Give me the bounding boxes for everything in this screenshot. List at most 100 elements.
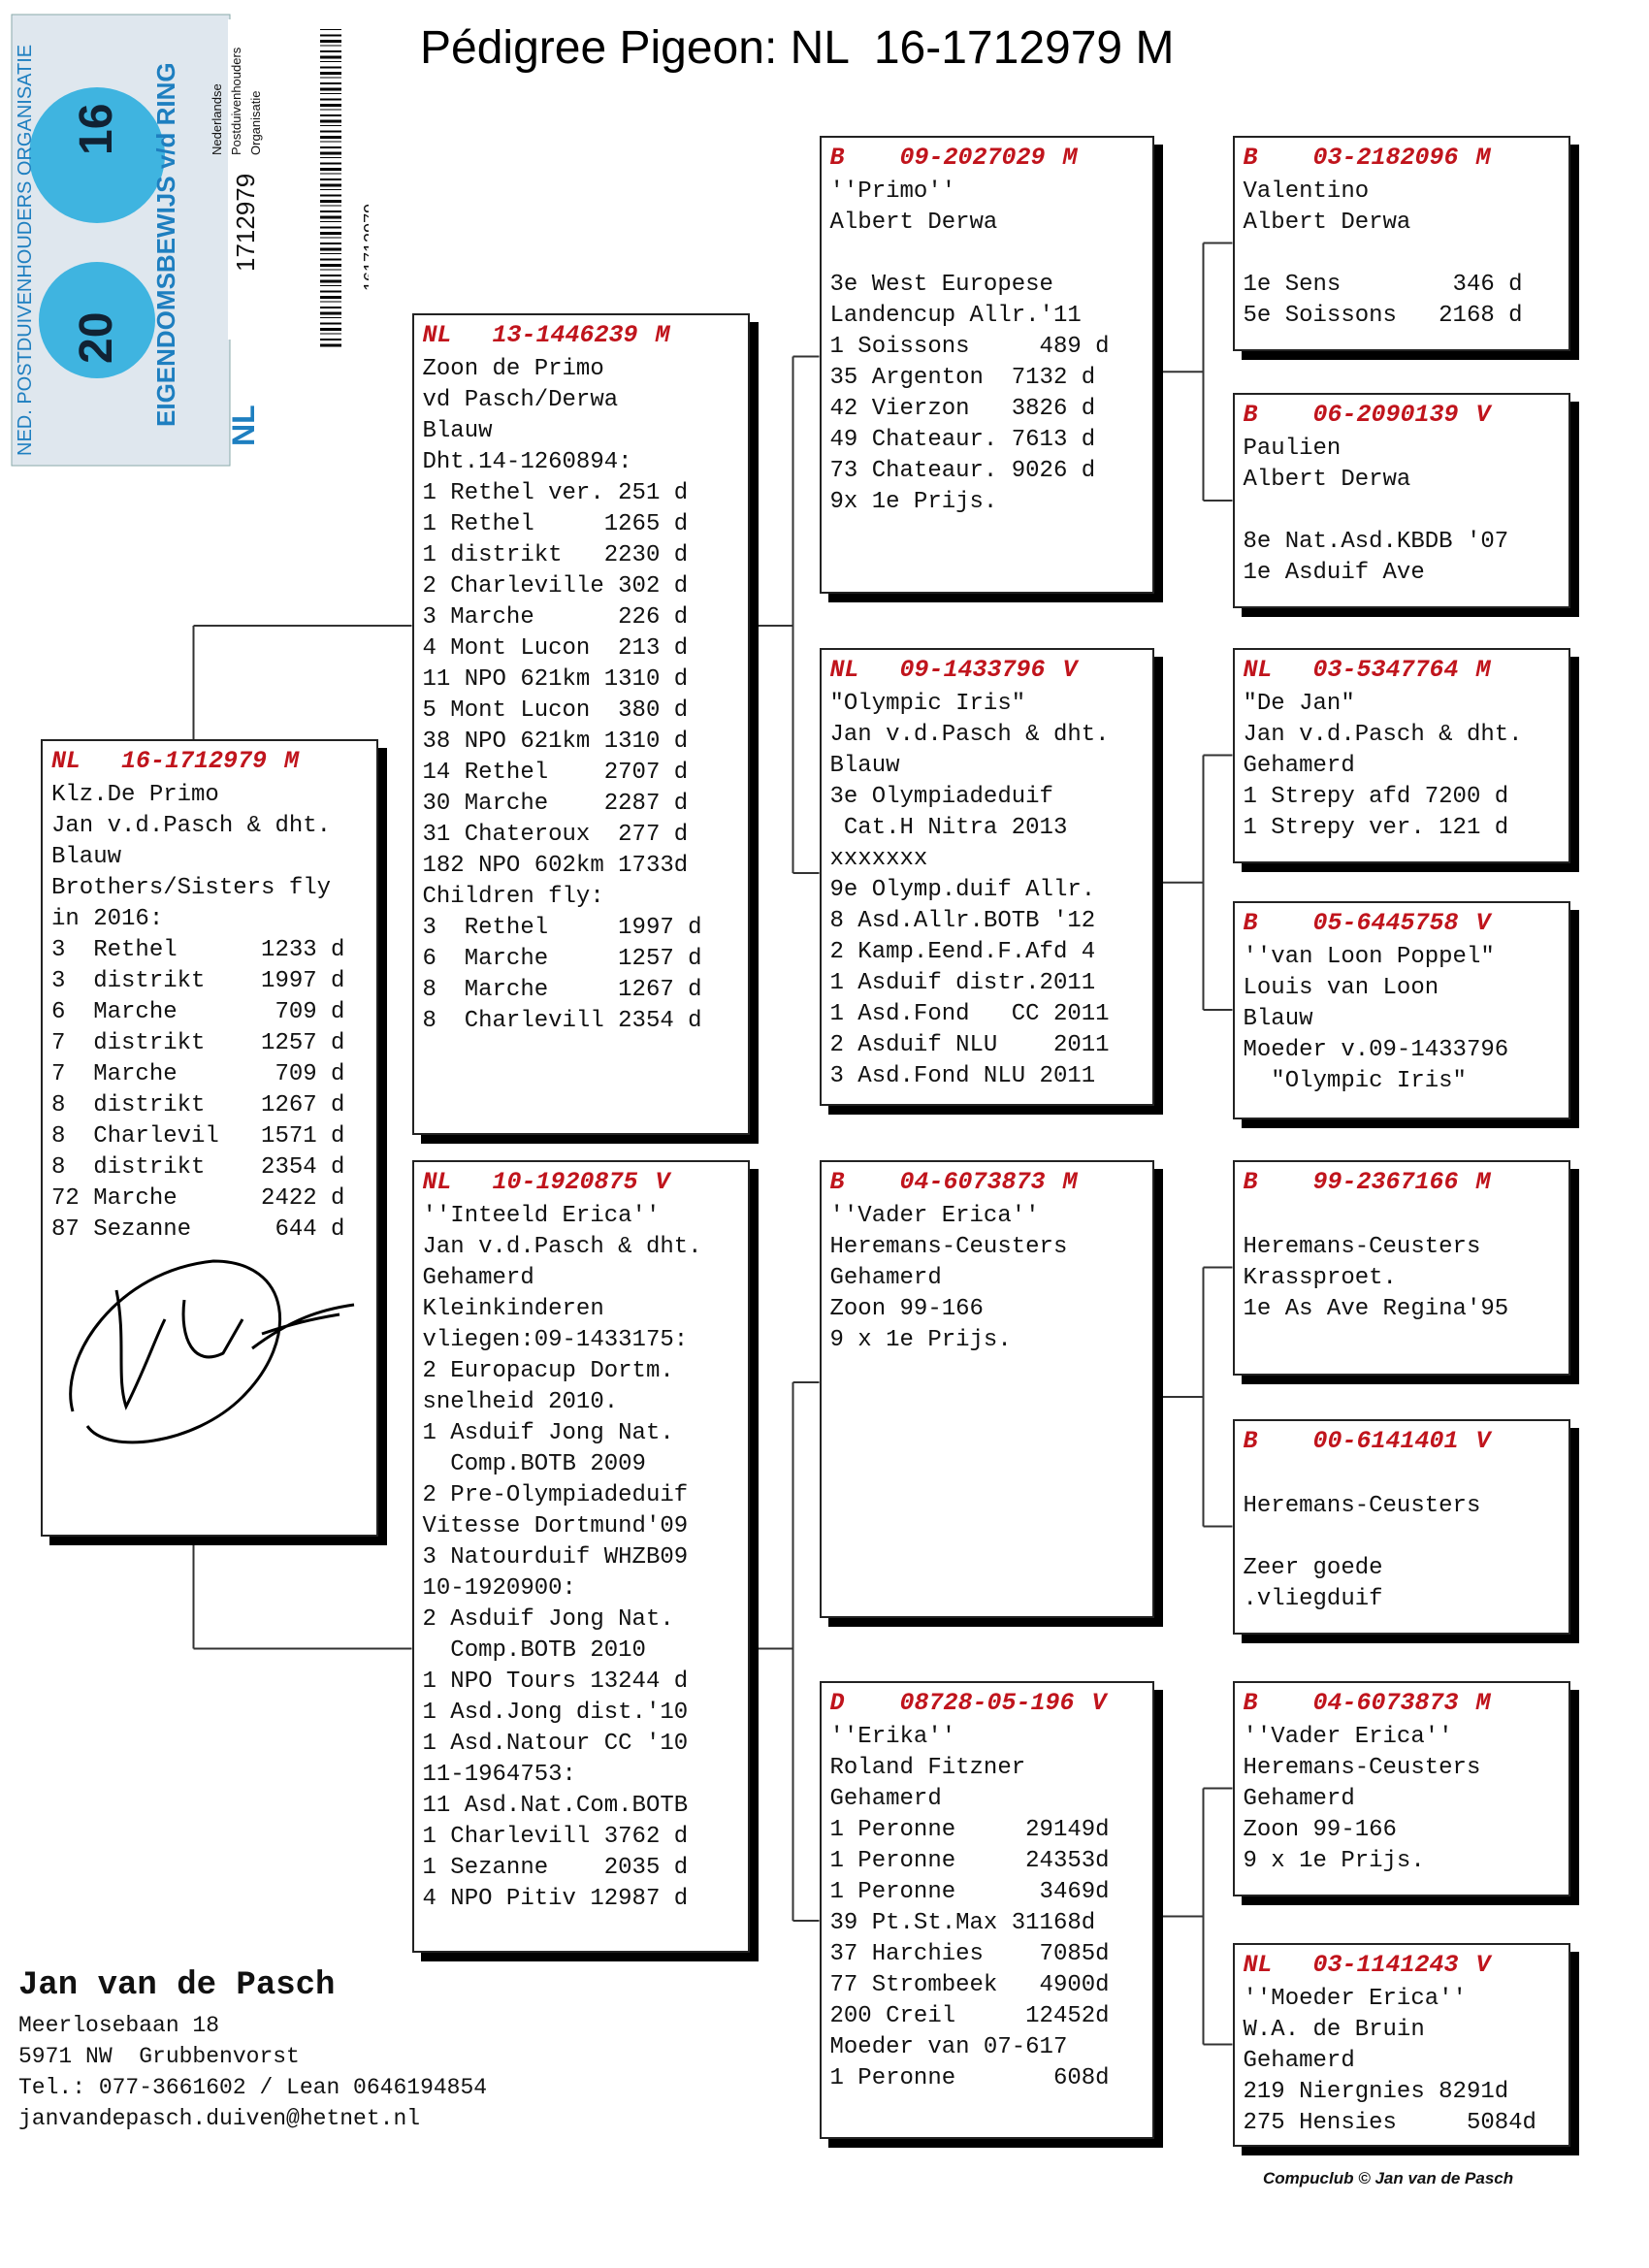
card-line: 182 NPO 602km 1733d — [422, 852, 689, 879]
barcode-bar — [320, 200, 341, 203]
card-line: 1 Peronne 24353d — [829, 1847, 1110, 1874]
card-line: Gehamerd — [1243, 2047, 1355, 2074]
ring-prefix: B — [829, 143, 845, 172]
card-line: 1 Asd.Natour CC '10 — [422, 1730, 689, 1757]
card-line: 49 Chateaur. 7613 d — [829, 426, 1096, 453]
card-header: B 09-2027029 M — [830, 144, 1152, 177]
ring-number: 16-1712979 — [121, 747, 268, 775]
card-line: "Olympic Iris" — [1243, 1067, 1467, 1094]
ring-prefix: NL — [1243, 655, 1273, 684]
card-line: 10-1920900: — [422, 1574, 576, 1602]
barcode-bar — [320, 285, 341, 286]
card-org: NED. POSTDUIVENHOUDERS ORGANISATIE — [15, 45, 36, 456]
ring-number: 05-6445758 — [1312, 908, 1459, 937]
barcode-bar — [320, 82, 341, 84]
card-line: 31 Chateroux 277 d — [422, 821, 689, 848]
card-header: B 06-2090139 V — [1244, 401, 1568, 434]
barcode-bar — [320, 168, 341, 171]
ring-number: 08728-05-196 — [899, 1688, 1075, 1717]
barcode-bar — [320, 215, 341, 219]
ring-number: 13-1446239 — [492, 320, 638, 349]
barcode-bar — [320, 87, 341, 91]
card-line: 38 NPO 621km 1310 d — [422, 728, 689, 755]
card-line: 8 Charlevil 1571 d — [51, 1123, 345, 1150]
ring-prefix: B — [1243, 143, 1258, 172]
card-line: 35 Argenton 7132 d — [829, 364, 1096, 391]
barcode-bar — [320, 343, 341, 347]
ring-number: 99-2367166 — [1312, 1167, 1459, 1196]
card-line: 11 Asd.Nat.Com.BOTB — [422, 1792, 689, 1819]
card-line: 8e Nat.Asd.KBDB '07 — [1243, 529, 1509, 555]
card-line: 39 Pt.St.Max 31168d — [829, 1909, 1096, 1936]
barcode-bar — [320, 279, 341, 283]
card-line: 3 Rethel 1997 d — [422, 914, 702, 941]
pigeon-card: D 08728-05-196 V ''Erika'' Roland Fitzner Geh… — [819, 1680, 1154, 2139]
sex: V — [1062, 655, 1078, 684]
barcode-bar — [320, 243, 341, 244]
card-line: Moeder van 07-617 — [829, 2033, 1068, 2060]
card-line: Gehamerd — [829, 1785, 942, 1812]
card-line: 77 Strombeek 4900d — [829, 1971, 1110, 1998]
card-line: vliegen:09-1433175: — [422, 1326, 689, 1353]
breeder-address: Meerlosebaan 18 — [18, 2013, 220, 2038]
card-line: Blauw — [51, 844, 122, 870]
ring-prefix: B — [1243, 908, 1258, 937]
card-line: Comp.BOTB 2009 — [422, 1450, 646, 1477]
barcode-bar — [320, 40, 341, 43]
card-line: 1e Sens 346 d — [1243, 271, 1523, 298]
card-bg — [11, 14, 231, 467]
barcode-bar — [320, 258, 341, 261]
barcode-bar — [320, 45, 341, 47]
card-line: "De Jan" — [1243, 690, 1355, 717]
barcode-bar — [320, 328, 341, 331]
ring-prefix: B — [1243, 401, 1258, 429]
spacer — [1244, 1201, 1568, 1232]
card-line: 219 Niergnies 8291d — [1243, 2078, 1509, 2105]
card-line: W.A. de Bruin — [1243, 2016, 1425, 2043]
barcode-bar — [320, 269, 341, 271]
ring-prefix: NL — [51, 747, 81, 775]
card-org-line: Postduivenhouders — [229, 47, 243, 155]
pigeon-card: NL 16-1712979 M Klz.De Primo Jan v.d.Pasch &… — [41, 739, 378, 1537]
barcode-bar — [320, 333, 341, 335]
card-line: xxxxxxx — [829, 845, 928, 872]
breeder: Jan van de Pasch Meerlosebaan 18 5971 NW… — [18, 1967, 487, 2134]
barcode-bar — [320, 141, 341, 143]
card-line: 11 NPO 621km 1310 d — [422, 665, 689, 693]
card-line: 200 Creil 12452d — [829, 2002, 1110, 2029]
card-line: in 2016: — [51, 906, 164, 932]
ring-number: 00-6141401 — [1312, 1426, 1459, 1455]
card-line: 3 Marche 226 d — [422, 603, 689, 631]
card-line: 30 Marche 2287 d — [422, 790, 689, 817]
card-line: 9 x 1e Prijs. — [829, 1326, 1012, 1353]
barcode-bar — [320, 104, 341, 107]
card-line: 1 Rethel 1265 d — [422, 510, 689, 537]
card-line: "Olympic Iris" — [829, 690, 1026, 717]
card-line: 1e Asduif Ave — [1243, 560, 1425, 586]
card-line: 2 Asduif Jong Nat. — [422, 1605, 674, 1633]
card-line: 14 Rethel 2707 d — [422, 759, 689, 786]
breeder-phone: Tel.: 077-3661602 / Lean 0646194854 — [18, 2075, 488, 2100]
card-line: 4 NPO Pitiv 12987 d — [422, 1885, 689, 1912]
card-line: 8 Asd.Allr.BOTB '12 — [829, 907, 1096, 934]
barcode-bar — [320, 226, 341, 229]
card-line: Jan v.d.Pasch & dht. — [1243, 721, 1523, 748]
card-line: 1 Asd.Jong dist.'10 — [422, 1699, 689, 1726]
ring-prefix: B — [1243, 1426, 1258, 1455]
barcode-bar — [320, 66, 341, 69]
card-line: ''Inteeld Erica'' — [422, 1202, 661, 1229]
card-header: NL 09-1433796 V — [830, 656, 1152, 689]
card-header: NL 13-1446239 M — [423, 321, 748, 354]
ring-card: NED. POSTDUIVENHOUDERS ORGANISATIE EIGEN… — [11, 14, 369, 467]
barcode-bar — [320, 189, 341, 190]
card-line: Heremans-Ceusters — [1243, 1233, 1481, 1260]
barcode-bar — [320, 211, 341, 212]
breeder-name: Jan van de Pasch — [18, 1967, 336, 2004]
card-line: Gehamerd — [829, 1264, 942, 1291]
card-line: Zoon de Primo — [422, 355, 604, 382]
card-header: B 04-6073873 M — [830, 1168, 1152, 1201]
footer-credit: Compuclub © Jan van de Pasch — [1263, 2169, 1514, 2187]
card-header: D 08728-05-196 V — [830, 1689, 1152, 1722]
sex: V — [1475, 1950, 1491, 1979]
